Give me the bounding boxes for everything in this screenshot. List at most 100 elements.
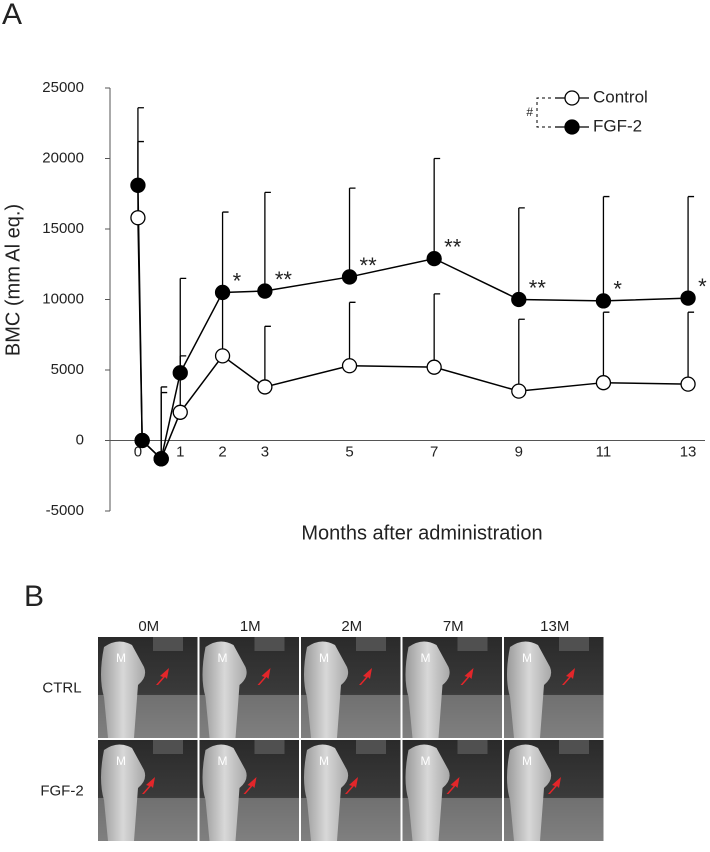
y-tick-label: 5000 bbox=[51, 361, 84, 378]
significance-mark: ** bbox=[275, 267, 293, 292]
error-bar bbox=[348, 301, 356, 366]
x-tick-label: 7 bbox=[430, 443, 438, 460]
significance-mark: ** bbox=[529, 275, 547, 300]
x-tick-label: 5 bbox=[345, 443, 353, 460]
tooth-label: M bbox=[522, 754, 532, 768]
xray-image: M bbox=[199, 740, 299, 841]
red-arrow bbox=[257, 668, 271, 685]
column-label: 0M bbox=[138, 618, 159, 635]
y-axis-label: BMC (mm Al eq.) bbox=[2, 204, 24, 356]
xray-image: M bbox=[98, 740, 198, 841]
point bbox=[511, 291, 527, 308]
error-bar bbox=[602, 195, 610, 301]
error-bar bbox=[221, 211, 229, 293]
tooth-label: M bbox=[522, 651, 532, 665]
error-bar bbox=[264, 325, 271, 387]
tooth-label: M bbox=[218, 754, 228, 768]
point bbox=[595, 293, 612, 309]
tooth bbox=[507, 641, 552, 738]
error-bar bbox=[433, 293, 441, 368]
tooth-label: M bbox=[116, 754, 126, 768]
xray-image: M bbox=[199, 637, 299, 738]
bright-patch bbox=[153, 740, 183, 754]
y-tick-label: 0 bbox=[76, 431, 84, 448]
red-arrow bbox=[548, 777, 561, 794]
image-grid: 0M 1M 2M 7M 13M CTRL M M M M M FGF-2 M M M M M bbox=[40, 618, 604, 841]
tooth-label: M bbox=[421, 651, 431, 665]
significance-mark: ** bbox=[360, 253, 378, 278]
xray-image: M bbox=[98, 637, 198, 738]
chart: -5000 0 5000 10000 15000 20000 25000 0 1 2 3 5 7 9 11 1… bbox=[2, 79, 707, 544]
point bbox=[257, 379, 273, 395]
y-tick-label: 25000 bbox=[42, 79, 84, 96]
series-line bbox=[137, 217, 689, 461]
bright-patch bbox=[254, 637, 285, 651]
point bbox=[130, 177, 146, 193]
column-label: 1M bbox=[240, 618, 261, 635]
point bbox=[214, 284, 231, 301]
xray-image: M bbox=[301, 637, 401, 738]
series-line bbox=[137, 185, 689, 461]
tooth bbox=[304, 641, 349, 738]
tooth-label: M bbox=[116, 651, 126, 665]
tooth bbox=[507, 744, 552, 841]
legend-bracket bbox=[536, 97, 551, 128]
xray-image: M bbox=[504, 637, 604, 738]
point bbox=[214, 348, 231, 364]
x-tick-label: 11 bbox=[596, 443, 612, 460]
point bbox=[134, 432, 150, 449]
tooth bbox=[202, 641, 247, 738]
legend-marker bbox=[564, 90, 580, 106]
point bbox=[341, 269, 358, 285]
point bbox=[172, 365, 188, 381]
x-tick-label: 1 bbox=[176, 443, 184, 460]
row-label: CTRL bbox=[42, 679, 81, 696]
tooth-label: M bbox=[421, 754, 431, 768]
error-bar bbox=[160, 386, 168, 459]
point bbox=[341, 358, 358, 374]
y-tick-label: -5000 bbox=[46, 502, 84, 519]
error-bar bbox=[348, 187, 356, 277]
point bbox=[153, 451, 169, 467]
significance-mark: * bbox=[233, 268, 242, 293]
xray-image: M bbox=[402, 637, 502, 738]
tooth-label: M bbox=[218, 651, 228, 665]
red-arrow bbox=[243, 777, 257, 794]
red-arrow bbox=[156, 668, 169, 685]
tooth bbox=[405, 641, 450, 738]
tooth bbox=[405, 744, 450, 841]
legend-label: FGF-2 bbox=[593, 116, 642, 135]
y-tick-label: 10000 bbox=[42, 290, 84, 307]
red-arrow bbox=[345, 777, 358, 794]
point bbox=[511, 383, 527, 399]
error-bar bbox=[179, 277, 187, 373]
error-bar bbox=[221, 291, 229, 356]
bright-patch bbox=[559, 740, 589, 754]
red-arrow bbox=[142, 777, 155, 794]
legend-label: Control bbox=[593, 87, 648, 106]
x-tick-label: 2 bbox=[218, 443, 226, 460]
error-bar bbox=[687, 195, 695, 299]
x-tick-label: 13 bbox=[680, 443, 697, 460]
bright-patch bbox=[356, 637, 386, 651]
point bbox=[680, 290, 696, 306]
column-label: 13M bbox=[540, 618, 569, 635]
panel-label: A bbox=[2, 0, 22, 31]
panel-label: B bbox=[24, 580, 44, 613]
y-tick-label: 20000 bbox=[42, 149, 84, 166]
error-bar bbox=[137, 107, 144, 186]
column-label: 7M bbox=[443, 618, 464, 635]
xray-image: M bbox=[301, 740, 401, 841]
tooth bbox=[202, 744, 247, 841]
x-tick-label: 9 bbox=[515, 443, 523, 460]
tooth-label: M bbox=[319, 754, 329, 768]
x-tick-label: 0 bbox=[134, 443, 142, 460]
legend-marker bbox=[564, 119, 580, 135]
significance-mark: * bbox=[698, 274, 707, 299]
tooth-label: M bbox=[319, 651, 329, 665]
legend-note: # bbox=[526, 105, 533, 119]
bright-patch bbox=[559, 637, 589, 651]
red-arrow bbox=[562, 668, 575, 685]
significance-mark: ** bbox=[444, 234, 462, 259]
error-bar bbox=[160, 391, 168, 459]
